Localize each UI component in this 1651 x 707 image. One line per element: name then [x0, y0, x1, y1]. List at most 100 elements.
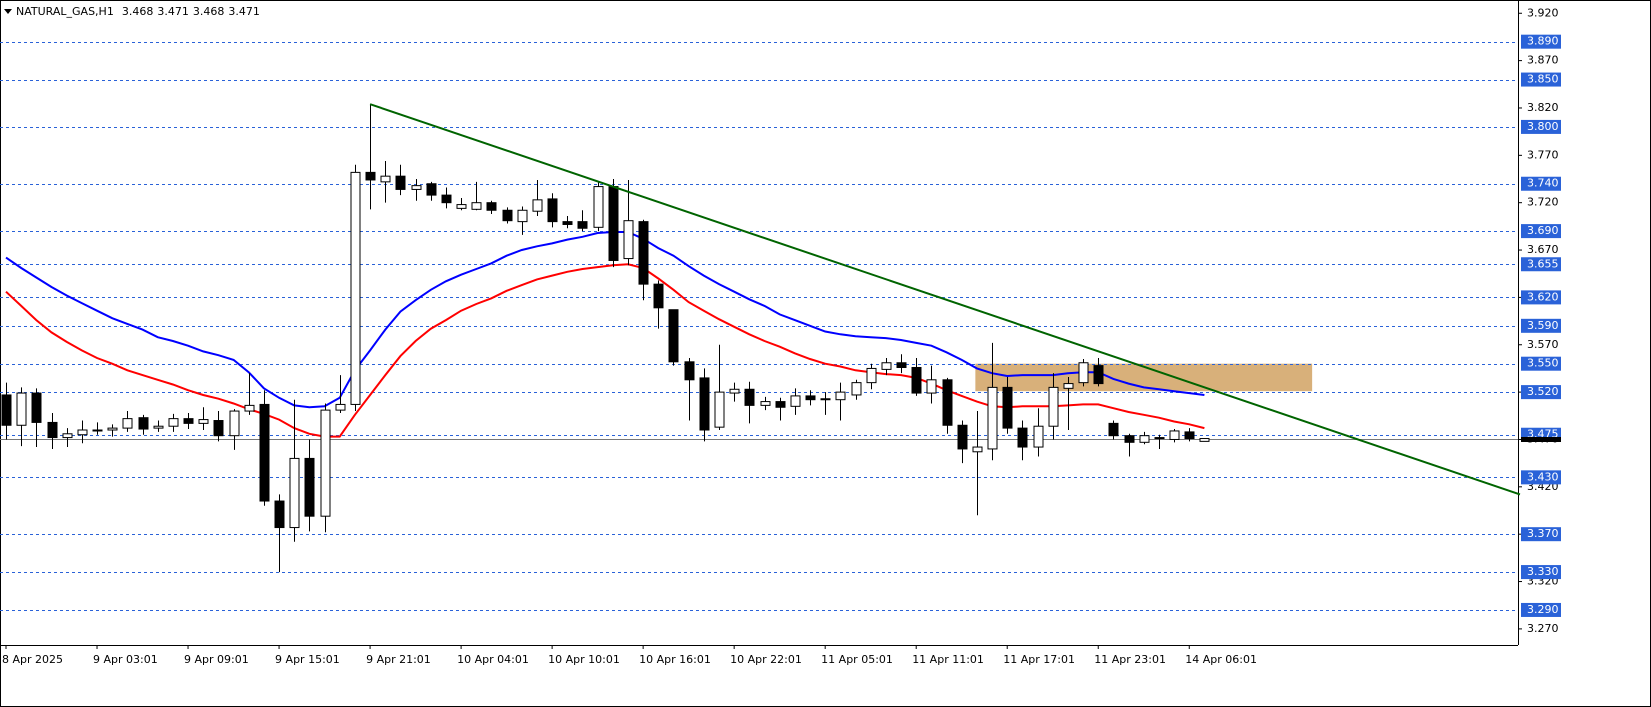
x-tick-label: 8 Apr 2025	[2, 653, 63, 666]
high-value: 3.471	[157, 5, 189, 18]
candle-body	[866, 367, 877, 384]
plot: 3.920 3.870 3.820 3.770 3.720 3.670 3.620 3.570…	[0, 6, 1559, 666]
trendline	[369, 103, 1521, 496]
menu-arrow[interactable]	[4, 9, 12, 14]
level-tag	[1521, 119, 1561, 134]
level-tag	[1521, 385, 1561, 400]
chart-header: NATURAL_GAS,H1 3.468 3.471 3.468 3.471	[16, 5, 260, 18]
level-label: 3.370	[1527, 527, 1559, 540]
low-value: 3.468	[193, 5, 225, 18]
candle-body	[577, 221, 588, 229]
level-label: 3.740	[1527, 177, 1559, 190]
candle-body	[1199, 438, 1210, 442]
candle-body	[1169, 430, 1180, 440]
x-tick-label: 11 Apr 11:01	[912, 653, 984, 666]
candle-body	[244, 404, 255, 412]
candle-body	[562, 221, 573, 225]
y-tick-label: 3.570	[1527, 338, 1559, 351]
candle-body	[608, 186, 619, 261]
level-label: 3.850	[1527, 73, 1559, 86]
level-label: 3.690	[1527, 224, 1559, 237]
y-tick-label: 3.670	[1527, 243, 1559, 256]
candle-body	[92, 429, 103, 432]
y-tick-label: 3.820	[1527, 101, 1559, 114]
level-tag	[1521, 176, 1561, 191]
candle-body	[684, 361, 695, 381]
level-label: 3.655	[1527, 257, 1559, 270]
candle-body	[911, 366, 922, 394]
chart-title: NATURAL_GAS,H1	[16, 5, 114, 18]
x-tick-label: 11 Apr 23:01	[1094, 653, 1166, 666]
candle-body	[729, 388, 740, 394]
level-tag	[1521, 257, 1561, 272]
y-tick-label: 3.720	[1527, 196, 1559, 209]
candle-body	[62, 433, 73, 439]
level-tag	[1521, 72, 1561, 87]
candle-body	[760, 401, 771, 406]
level-tag	[1521, 34, 1561, 49]
level-label: 3.550	[1527, 357, 1559, 370]
candle-body	[835, 391, 846, 401]
candle-body	[805, 395, 816, 401]
candle-body	[198, 419, 209, 424]
y-tick-label: 3.920	[1527, 6, 1559, 19]
candle-body	[31, 392, 42, 423]
candle-body	[851, 382, 862, 396]
candle-body	[744, 388, 755, 406]
candle-body	[138, 417, 149, 430]
candle-body	[289, 457, 300, 529]
level-label: 3.590	[1527, 319, 1559, 332]
candle-body	[1154, 437, 1165, 440]
candle-body	[122, 418, 133, 429]
candle-body	[1139, 435, 1150, 443]
open-value: 3.468	[122, 5, 154, 18]
candle-body	[714, 391, 725, 428]
candle-body	[274, 500, 285, 529]
level-tag	[1521, 527, 1561, 542]
level-tag	[1521, 565, 1561, 580]
candle-body	[623, 220, 634, 260]
level-label: 3.620	[1527, 290, 1559, 303]
candle-body	[775, 401, 786, 408]
candle-body	[638, 221, 649, 285]
x-tick-label: 10 Apr 22:01	[730, 653, 802, 666]
level-label: 3.890	[1527, 35, 1559, 48]
candle-body	[1017, 427, 1028, 448]
candle-body	[213, 420, 224, 437]
candle-body	[395, 175, 406, 190]
level-tag	[1521, 290, 1561, 305]
candle-body	[820, 398, 831, 401]
level-label: 3.430	[1527, 470, 1559, 483]
moving-average	[5, 231, 1205, 409]
level-label: 3.520	[1527, 385, 1559, 398]
candle-body	[1048, 386, 1059, 427]
candle-body	[411, 185, 422, 190]
level-label: 3.800	[1527, 120, 1559, 133]
candle-body	[653, 283, 664, 309]
candle-body	[335, 403, 346, 411]
candle-body	[972, 446, 983, 453]
y-tick-label: 3.870	[1527, 54, 1559, 67]
level-label: 3.330	[1527, 565, 1559, 578]
close-value: 3.471	[228, 5, 260, 18]
candle-body	[1108, 422, 1119, 437]
candle-body	[547, 198, 558, 223]
level-tag	[1521, 356, 1561, 371]
candle-body	[16, 392, 27, 426]
candle-body	[1124, 435, 1135, 443]
candle-body	[896, 362, 907, 368]
candle-body	[456, 204, 467, 209]
candle-body	[153, 425, 164, 429]
candle-body	[1184, 431, 1195, 440]
candle-body	[304, 457, 315, 517]
level-tag	[1521, 224, 1561, 239]
candle-body	[107, 427, 118, 431]
candle-body	[350, 171, 361, 405]
level-label: 3.290	[1527, 603, 1559, 616]
candle-body	[926, 379, 937, 394]
candle-body	[987, 386, 998, 450]
candle-body	[229, 410, 240, 437]
candle-body	[668, 309, 679, 363]
candle-body	[1033, 425, 1044, 448]
